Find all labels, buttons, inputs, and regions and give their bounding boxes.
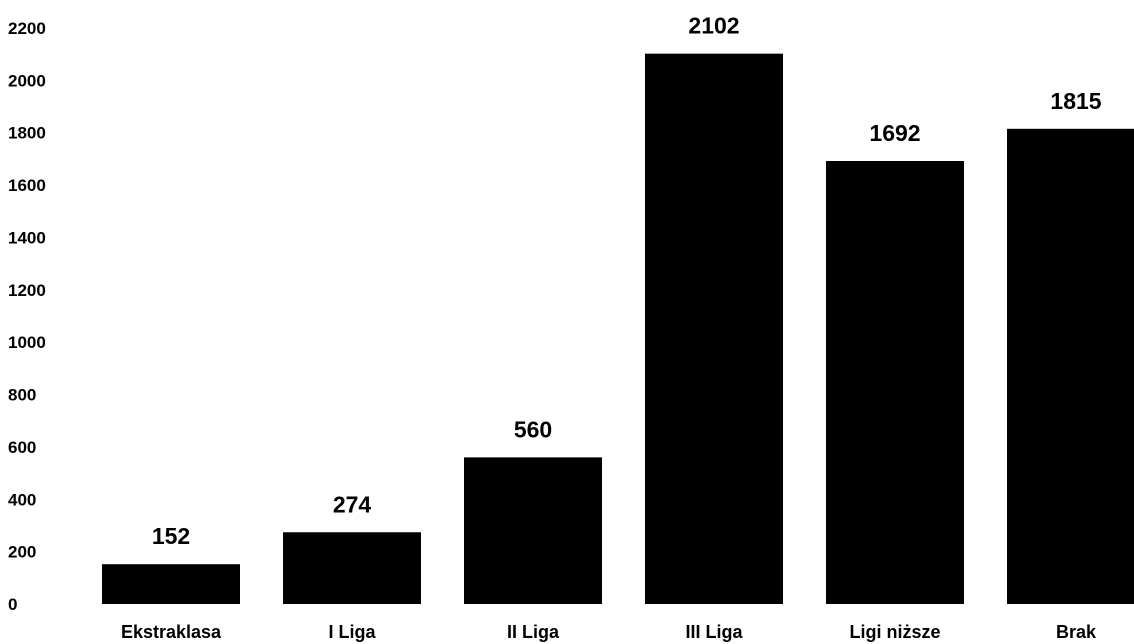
y-axis: 0 200 400 600 800 1000 1200 1400 1600 1800 2000 220… — [8, 19, 46, 614]
y-tick-label: 1200 — [8, 281, 46, 300]
bar — [283, 532, 421, 604]
data-label: 560 — [514, 416, 552, 442]
data-label: 1815 — [1050, 88, 1101, 114]
x-tick-label: Ligi niższe — [849, 622, 940, 642]
y-tick-label: 1000 — [8, 333, 46, 352]
y-tick-label: 200 — [8, 543, 36, 562]
x-tick-label: Ekstraklasa — [121, 622, 222, 642]
bar — [645, 53, 783, 604]
y-tick-label: 800 — [8, 386, 36, 405]
y-tick-label: 2000 — [8, 71, 46, 90]
y-tick-label: 0 — [8, 595, 17, 614]
data-label: 274 — [333, 491, 372, 517]
data-labels: 152 274 560 2102 1692 1815 — [152, 13, 1102, 550]
x-tick-label: Brak — [1056, 622, 1097, 642]
y-tick-label: 600 — [8, 438, 36, 457]
bar — [464, 457, 602, 604]
bar — [1007, 128, 1134, 605]
bar — [826, 161, 964, 604]
y-tick-label: 2200 — [8, 19, 46, 38]
data-label: 152 — [152, 523, 190, 549]
data-label: 2102 — [688, 13, 739, 39]
x-tick-label: I Liga — [328, 622, 376, 642]
bar — [102, 564, 240, 604]
y-tick-label: 1600 — [8, 176, 46, 195]
x-axis: Ekstraklasa I Liga II Liga III Liga Ligi niż… — [121, 622, 1097, 642]
x-tick-label: III Liga — [685, 622, 743, 642]
y-tick-label: 1800 — [8, 124, 46, 143]
x-tick-label: II Liga — [507, 622, 560, 642]
bars — [102, 53, 1134, 605]
y-tick-label: 1400 — [8, 228, 46, 247]
y-tick-label: 400 — [8, 490, 36, 509]
data-label: 1692 — [869, 120, 920, 146]
